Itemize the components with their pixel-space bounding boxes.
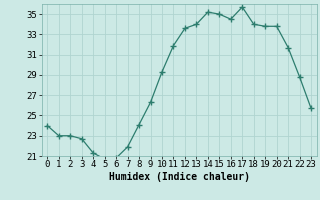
X-axis label: Humidex (Indice chaleur): Humidex (Indice chaleur) xyxy=(109,172,250,182)
